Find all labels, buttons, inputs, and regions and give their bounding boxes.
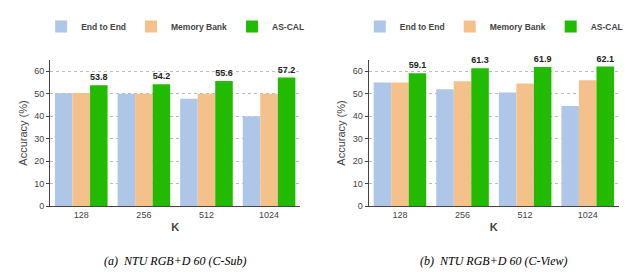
svg-text:54.2: 54.2 xyxy=(153,71,171,81)
svg-text:End to End: End to End xyxy=(400,22,445,32)
svg-text:10: 10 xyxy=(353,179,363,189)
svg-text:62.1: 62.1 xyxy=(596,54,614,64)
svg-text:61.3: 61.3 xyxy=(471,55,489,65)
svg-text:(a) NTU RGB+D 60 (C-Sub): (a) NTU RGB+D 60 (C-Sub) xyxy=(104,254,246,268)
svg-text:AS-CAL: AS-CAL xyxy=(591,22,623,32)
svg-text:1024: 1024 xyxy=(578,210,598,220)
svg-text:1024: 1024 xyxy=(259,210,279,220)
svg-text:Memory Bank: Memory Bank xyxy=(171,22,227,32)
svg-text:K: K xyxy=(171,221,179,233)
svg-text:60: 60 xyxy=(353,66,363,76)
svg-text:60: 60 xyxy=(34,66,44,76)
svg-text:50: 50 xyxy=(353,89,363,99)
svg-text:(b) NTU RGB+D 60 (C-View): (b) NTU RGB+D 60 (C-View) xyxy=(420,254,568,268)
svg-text:30: 30 xyxy=(353,134,363,144)
svg-text:Accuracy (%): Accuracy (%) xyxy=(335,100,347,165)
svg-text:40: 40 xyxy=(34,111,44,121)
svg-text:30: 30 xyxy=(34,134,44,144)
svg-text:512: 512 xyxy=(518,210,533,220)
svg-text:57.2: 57.2 xyxy=(278,65,296,75)
svg-text:20: 20 xyxy=(353,156,363,166)
svg-text:61.9: 61.9 xyxy=(534,54,552,64)
svg-text:10: 10 xyxy=(34,179,44,189)
svg-text:256: 256 xyxy=(455,210,470,220)
svg-text:End to End: End to End xyxy=(81,22,126,32)
svg-text:0: 0 xyxy=(358,201,363,211)
svg-text:55.6: 55.6 xyxy=(215,68,233,78)
svg-text:59.1: 59.1 xyxy=(409,60,427,70)
svg-text:256: 256 xyxy=(136,210,151,220)
svg-text:50: 50 xyxy=(34,89,44,99)
svg-text:128: 128 xyxy=(392,210,407,220)
svg-text:AS-CAL: AS-CAL xyxy=(272,22,304,32)
svg-text:512: 512 xyxy=(199,210,214,220)
svg-text:53.8: 53.8 xyxy=(90,72,108,82)
svg-text:40: 40 xyxy=(353,111,363,121)
svg-text:0: 0 xyxy=(39,201,44,211)
svg-text:K: K xyxy=(490,221,498,233)
svg-text:20: 20 xyxy=(34,156,44,166)
svg-text:Memory Bank: Memory Bank xyxy=(490,22,546,32)
svg-text:Accuracy (%): Accuracy (%) xyxy=(17,100,29,165)
svg-text:128: 128 xyxy=(74,210,89,220)
